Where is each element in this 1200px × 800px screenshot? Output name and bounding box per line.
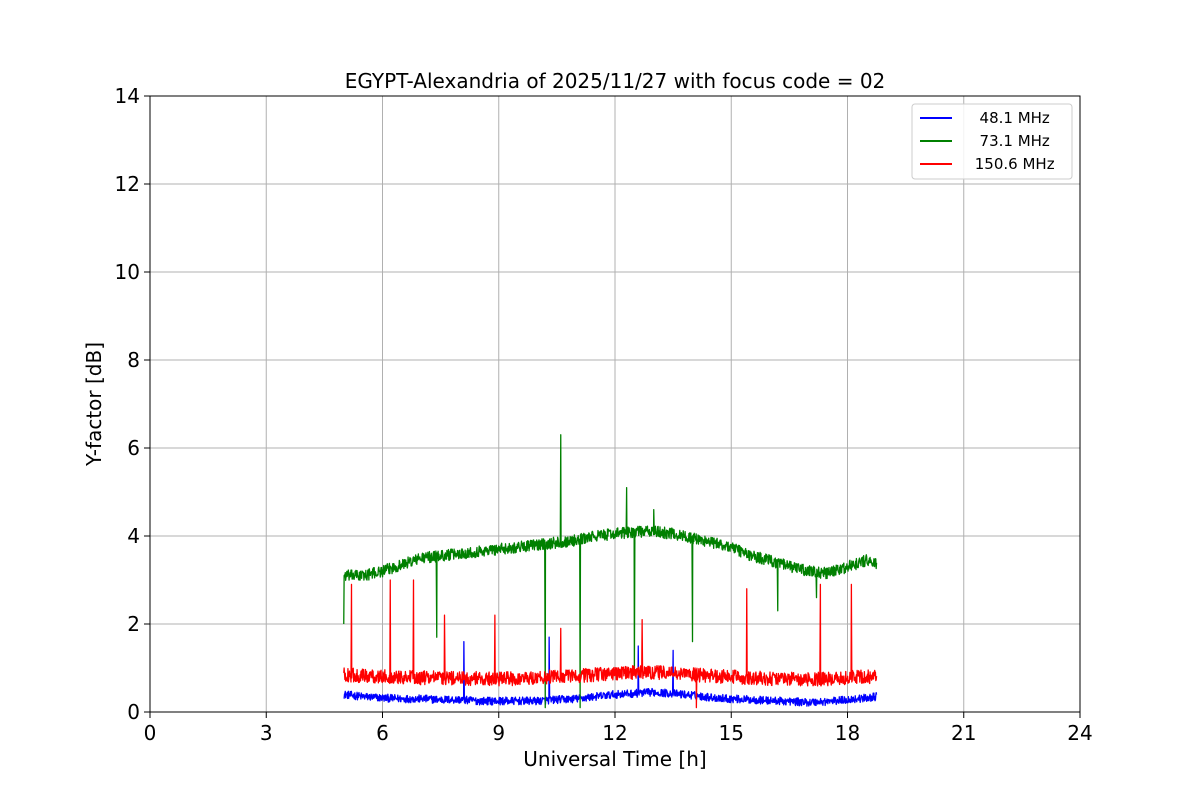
legend-box [911,103,1073,180]
x-tick-label: 12 [602,721,627,745]
y-tick-label: 0 [127,700,140,724]
x-axis: 0 3 6 9 12 15 18 21 24 [144,712,1093,745]
x-tick-label: 9 [492,721,505,745]
x-tick-label: 6 [376,721,389,745]
y-tick-label: 2 [127,612,140,636]
y-axis-label: Y-factor [dB] [82,342,106,467]
x-axis-label: Universal Time [h] [523,747,706,771]
x-tick-label: 21 [951,721,976,745]
chart-title: EGYPT-Alexandria of 2025/11/27 with focu… [345,69,886,93]
series-line-0 [343,636,878,707]
series-line-1 [343,434,878,709]
y-tick-label: 6 [127,436,140,460]
x-tick-label: 18 [835,721,860,745]
x-tick-label: 24 [1067,721,1092,745]
y-tick-label: 12 [115,172,140,196]
x-tick-label: 0 [144,721,157,745]
legend-label: 73.1 MHz [970,132,1050,150]
legend-label: 48.1 MHz [970,109,1050,127]
y-tick-label: 4 [127,524,140,548]
y-tick-label: 14 [115,84,140,108]
x-tick-label: 15 [719,721,744,745]
legend: 48.1 MHz 73.1 MHz 150.6 MHz [911,103,1073,180]
series-line-2 [343,579,878,709]
y-tick-label: 10 [115,260,140,284]
legend-label: 150.6 MHz [970,155,1055,173]
series-layer [343,434,878,709]
x-tick-label: 3 [260,721,273,745]
y-axis: 0 2 4 6 8 10 12 14 [115,84,150,724]
y-tick-label: 8 [127,348,140,372]
